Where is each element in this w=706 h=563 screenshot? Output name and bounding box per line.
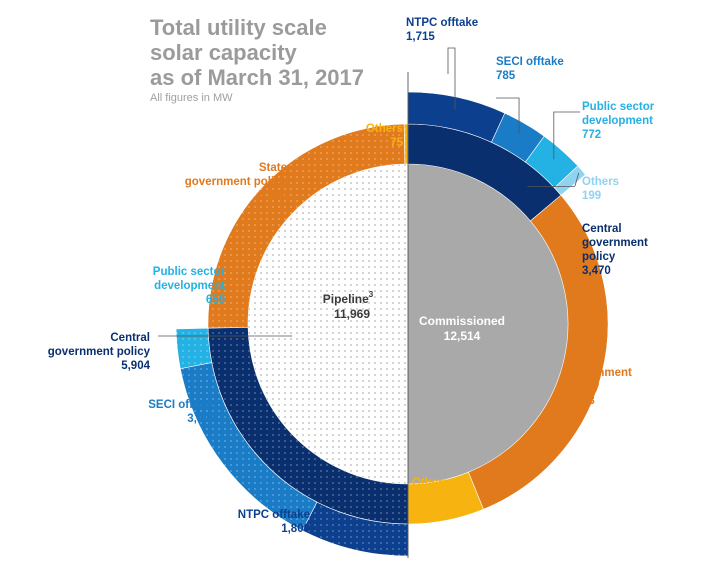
label-others-commissioned-outer: Others 199 [582, 176, 619, 202]
commissioned-center-disc [408, 164, 568, 484]
chart-title: Total utility scale solar capacity as of… [150, 15, 364, 104]
label-ntpc-offtake-commissioned: NTPC offtake 1,715 [406, 17, 478, 43]
label-seci-offtake-commissioned-line: 785 [496, 70, 516, 82]
label-central-govt-commissioned: Central government policy 3,470 [582, 223, 648, 277]
leader-others-commissioned-outer [574, 172, 580, 187]
label-others-commissioned-inner-line: Others [412, 477, 449, 489]
label-public-sector-pipeline-line: development [154, 280, 225, 292]
label-seci-offtake-pipeline-line: 3,445 [187, 413, 216, 425]
label-public-sector-pipeline: Public sector development 659 [153, 266, 226, 306]
label-central-govt-pipeline-line: Central [110, 332, 150, 344]
commissioned-outer-others-segment [553, 165, 586, 196]
title-line-3: as of March 31, 2017 [150, 65, 364, 90]
label-public-sector-pipeline-line: 659 [206, 294, 225, 306]
segment-labels: NTPC offtake 1,715 SECI offtake 785 Public s… [48, 17, 655, 535]
pipeline-outer-seci-offtake-dot-texture [180, 362, 317, 531]
label-state-govt-pipeline-line: government policy [185, 176, 288, 188]
label-state-govt-commissioned-line: State [566, 353, 594, 365]
leader-ntpc-commissioned [447, 47, 456, 110]
leader-public-commissioned [553, 111, 580, 160]
label-state-govt-commissioned-line: policy [566, 381, 600, 393]
label-central-govt-commissioned-line: government [582, 237, 648, 249]
label-seci-offtake-commissioned: SECI offtake 785 [496, 56, 564, 82]
pipeline-center-label-text: Pipeline [323, 292, 369, 306]
commissioned-center-value: 12,514 [444, 329, 481, 343]
label-state-govt-commissioned-line: government [566, 367, 632, 379]
title-line-2: solar capacity [150, 40, 298, 65]
leader-lines [158, 47, 580, 563]
label-state-govt-pipeline: State government policy 5,990 [185, 162, 288, 202]
label-seci-offtake-pipeline-line: SECI offtake [148, 399, 216, 411]
label-central-govt-pipeline-line: government policy [48, 346, 151, 358]
label-central-govt-commissioned-line: Central [582, 223, 622, 235]
pipeline-center-value: 11,969 [334, 307, 370, 321]
label-central-govt-commissioned-line: 3,470 [582, 265, 611, 277]
label-public-sector-commissioned-line: development [582, 115, 653, 127]
label-ntpc-offtake-commissioned-line: 1,715 [406, 31, 435, 43]
leader-seci-commissioned [496, 97, 520, 135]
commissioned-center-label: Commissioned 12,514 [419, 314, 505, 343]
label-public-sector-commissioned-line: Public sector [582, 101, 655, 113]
label-ntpc-offtake-pipeline-line: 1,800 [281, 523, 310, 535]
label-state-govt-commissioned: State government policy 7,503 [566, 353, 632, 407]
label-public-sector-commissioned-line: 772 [582, 129, 601, 141]
label-ntpc-offtake-commissioned-line: NTPC offtake [406, 17, 478, 29]
title-line-1: Total utility scale [150, 15, 327, 40]
pipeline-inner-central-government-policy-dot-texture [208, 327, 408, 524]
label-public-sector-pipeline-line: Public sector [153, 266, 226, 278]
pipeline-inner-state-government-policy-dot-texture [207, 124, 405, 329]
label-central-govt-commissioned-line: policy [582, 251, 616, 263]
label-public-sector-commissioned: Public sector development 772 [582, 101, 655, 141]
chart-subtitle: All figures in MW [150, 92, 233, 104]
label-state-govt-commissioned-line: 7,503 [566, 395, 595, 407]
label-others-commissioned-outer-line: Others [582, 176, 619, 188]
label-seci-offtake-commissioned-line: SECI offtake [496, 56, 564, 68]
label-seci-offtake-pipeline: SECI offtake 3,445 [148, 399, 216, 425]
pipeline-center-dots [248, 164, 408, 484]
pipeline-center-label: Pipeline3 11,969 [323, 290, 374, 321]
label-state-govt-pipeline-line: State [259, 162, 287, 174]
pipeline-outer-public-sector-development-dot-texture [176, 328, 212, 369]
pipeline-outer-ntpc-offtake-dot-texture [302, 502, 408, 556]
label-state-govt-pipeline-line: 5,990 [258, 190, 287, 202]
label-others-pipeline-line: 75 [390, 137, 403, 149]
label-central-govt-pipeline-line: 5,904 [121, 360, 150, 372]
label-ntpc-offtake-pipeline: NTPC offtake 1,800 [238, 509, 310, 535]
label-others-commissioned-inner-line: 1,541 [412, 491, 441, 503]
label-others-pipeline: Others 75 [366, 123, 404, 149]
label-others-commissioned-inner: Others 1,541 [412, 477, 449, 503]
center-labels: Commissioned 12,514 Pipeline3 11,969 [323, 290, 505, 343]
label-others-commissioned-outer-line: 199 [582, 190, 601, 202]
label-central-govt-pipeline: Central government policy 5,904 [48, 332, 151, 372]
donut-marks [175, 91, 609, 557]
pipeline-footnote-marker: 3 [369, 290, 374, 299]
pipeline-inner-others-dot-texture [404, 124, 408, 165]
label-others-pipeline-line: Others [366, 123, 403, 135]
commissioned-center-label-text: Commissioned [419, 314, 505, 328]
label-ntpc-offtake-pipeline-line: NTPC offtake [238, 509, 310, 521]
